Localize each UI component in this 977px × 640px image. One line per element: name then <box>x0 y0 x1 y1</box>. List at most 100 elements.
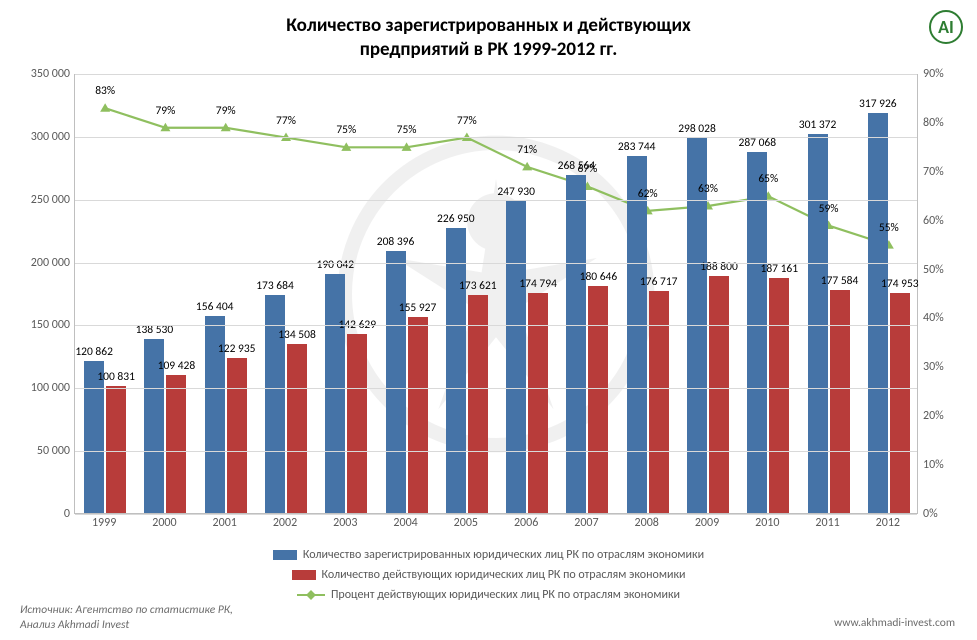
bar-value-label: 226 950 <box>426 212 486 226</box>
grid-line <box>75 137 917 138</box>
percent-value-label: 65% <box>758 172 778 186</box>
x-axis: 1999200020012002200320042005200620072008… <box>74 516 918 534</box>
y-right-tick: 50% <box>923 263 957 277</box>
x-tick: 2006 <box>514 516 538 530</box>
x-tick: 2008 <box>635 516 659 530</box>
legend-item-active: Количество действующих юридических лиц Р… <box>292 568 686 582</box>
y-left-tick: 300 000 <box>20 130 70 144</box>
x-tick: 1999 <box>92 516 116 530</box>
bar-active <box>769 278 789 513</box>
bar-registered <box>446 228 466 513</box>
bar-active <box>830 290 850 513</box>
grid-line <box>75 451 917 452</box>
y-right-axis: 0%10%20%30%40%50%60%70%80%90% <box>923 74 957 514</box>
legend-label: Количество зарегистрированных юридически… <box>303 548 704 562</box>
bar-value-label: 298 028 <box>667 122 727 136</box>
chart-area: 050 000100 000150 000200 000250 000300 0… <box>20 74 957 534</box>
bar-value-label: 287 068 <box>727 136 787 150</box>
bar-value-label: 190 042 <box>305 258 365 272</box>
bar-active <box>347 334 367 513</box>
bar-registered <box>386 251 406 513</box>
bar-value-label: 120 862 <box>64 345 124 359</box>
x-tick: 2011 <box>815 516 839 530</box>
percent-value-label: 62% <box>638 187 658 201</box>
bar-active <box>166 375 186 513</box>
bar-registered <box>506 201 526 513</box>
bar-value-label: 176 717 <box>629 275 689 289</box>
bar-value-label: 174 953 <box>870 277 930 291</box>
bar-registered <box>808 134 828 513</box>
legend-swatch-icon <box>292 570 316 580</box>
bar-value-label: 208 396 <box>366 235 426 249</box>
bar-value-label: 301 372 <box>788 118 848 132</box>
bar-value-label: 156 404 <box>185 300 245 314</box>
percent-value-label: 55% <box>879 221 899 235</box>
percent-value-label: 75% <box>397 124 417 138</box>
x-tick: 2012 <box>876 516 900 530</box>
bar-registered <box>325 274 345 513</box>
bar-value-label: 283 744 <box>607 140 667 154</box>
bar-registered <box>747 152 767 513</box>
y-left-tick: 100 000 <box>20 381 70 395</box>
y-left-tick: 350 000 <box>20 67 70 81</box>
grid-line <box>75 325 917 326</box>
bar-value-label: 173 621 <box>448 279 508 293</box>
grid-line <box>75 388 917 389</box>
x-tick: 2002 <box>273 516 297 530</box>
y-left-tick: 0 <box>20 507 70 521</box>
bar-value-label: 155 927 <box>388 301 448 315</box>
bar-value-label: 109 428 <box>146 359 206 373</box>
percent-value-label: 77% <box>276 114 296 128</box>
x-tick: 2005 <box>454 516 478 530</box>
percent-value-label: 63% <box>698 182 718 196</box>
bar-value-label: 247 930 <box>486 185 546 199</box>
legend-swatch-icon <box>273 550 297 560</box>
percent-value-label: 71% <box>517 143 537 157</box>
legend-item-percent: Процент действующих юридических лиц РК п… <box>297 588 680 602</box>
percent-value-label: 79% <box>155 104 175 118</box>
bar-registered <box>627 156 647 513</box>
bar-value-label: 173 684 <box>245 279 305 293</box>
bars-layer: 120 862100 831138 530109 428156 404122 9… <box>75 74 917 513</box>
x-tick: 2010 <box>755 516 779 530</box>
y-right-tick: 70% <box>923 165 957 179</box>
bar-value-label: 134 508 <box>267 328 327 342</box>
percent-value-label: 77% <box>457 114 477 128</box>
y-right-tick: 10% <box>923 458 957 472</box>
bar-active <box>588 286 608 513</box>
legend-label: Количество действующих юридических лиц Р… <box>322 568 686 582</box>
source-line1: Источник: Агентство по статистике РК, <box>20 603 233 617</box>
bar-value-label: 180 646 <box>568 270 628 284</box>
source-line2: Анализ Akhmadi Invest <box>20 618 129 632</box>
percent-value-label: 83% <box>95 84 115 98</box>
y-right-tick: 0% <box>923 507 957 521</box>
title-line2: предприятий в РК 1999-2012 гг. <box>360 38 618 61</box>
title-line1: Количество зарегистрированных и действую… <box>286 14 691 37</box>
x-tick: 2009 <box>695 516 719 530</box>
bar-value-label: 317 926 <box>848 97 908 111</box>
footer-url: www.akhmadi-invest.com <box>834 616 955 630</box>
percent-value-label: 59% <box>819 202 839 216</box>
y-right-tick: 30% <box>923 360 957 374</box>
bar-active <box>227 358 247 513</box>
x-tick: 2001 <box>213 516 237 530</box>
x-tick: 2000 <box>152 516 176 530</box>
bar-active <box>468 295 488 513</box>
y-left-tick: 50 000 <box>20 444 70 458</box>
bar-registered <box>566 175 586 513</box>
logo-text: AI <box>938 16 954 38</box>
grid-line <box>75 263 917 264</box>
logo-badge: AI <box>929 10 963 44</box>
y-right-tick: 40% <box>923 311 957 325</box>
bar-value-label: 177 584 <box>810 274 870 288</box>
y-right-tick: 20% <box>923 409 957 423</box>
grid-line <box>75 74 917 75</box>
x-tick: 2007 <box>574 516 598 530</box>
chart-title: Количество зарегистрированных и действую… <box>0 0 977 62</box>
bar-value-label: 100 831 <box>86 370 146 384</box>
bar-value-label: 268 564 <box>546 159 606 173</box>
grid-line <box>75 514 917 515</box>
bar-active <box>408 317 428 513</box>
percent-value-label: 79% <box>216 104 236 118</box>
y-left-tick: 200 000 <box>20 256 70 270</box>
